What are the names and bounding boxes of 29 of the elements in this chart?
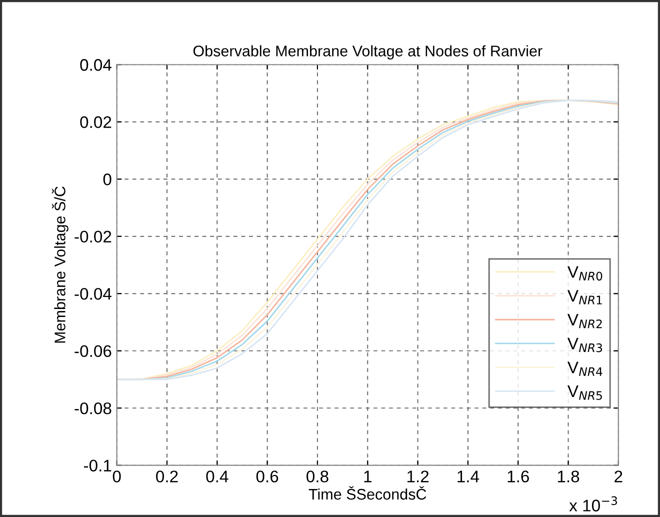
x-tick-label: 0.6 [256, 470, 278, 482]
x-tick-label: 1.8 [558, 470, 580, 482]
x-tick-label: 0 [112, 470, 121, 482]
x-axis-title: Time ŠSecondsČ [308, 486, 426, 500]
text: x 10$^{−3}$ [569, 496, 618, 512]
y-axis-title: Membrane Voltage Š/Č [52, 186, 68, 343]
y-tick-label: 0.02 [80, 116, 112, 128]
legend-label: V$_{NR4}$ [567, 362, 602, 376]
x-tick-label: 0.4 [206, 470, 228, 482]
legend-label: V$_{NR2}$ [567, 314, 602, 328]
x-tick-label: 0.2 [156, 470, 178, 482]
legend-label: V$_{NR3}$ [567, 338, 602, 352]
x-tick-label: 1.6 [508, 470, 529, 482]
x-tick-label: 0.8 [306, 470, 328, 482]
legend-label: V$_{NR5}$ [567, 386, 602, 400]
y-tick-label: 0.04 [80, 59, 112, 71]
y-tick-label: -0.08 [74, 402, 112, 414]
x-tick-label: 1.2 [407, 470, 429, 482]
y-tick-label: 0 [103, 174, 112, 186]
y-tick-label: -0.06 [74, 345, 112, 358]
x-tick-label: 2 [614, 470, 622, 482]
y-tick-label: -0.1 [84, 460, 112, 472]
x-tick-label: 1 [364, 470, 372, 482]
legend-label: V$_{NR0}$ [567, 266, 602, 281]
y-tick-label: -0.02 [74, 230, 112, 243]
y-tick-label: -0.04 [74, 288, 112, 300]
x-tick-label: 1.4 [458, 470, 480, 482]
legend-label: V$_{NR1}$ [567, 290, 602, 304]
chart-title: Observable Membrane Voltage at Nodes of Ranvier [193, 45, 542, 60]
